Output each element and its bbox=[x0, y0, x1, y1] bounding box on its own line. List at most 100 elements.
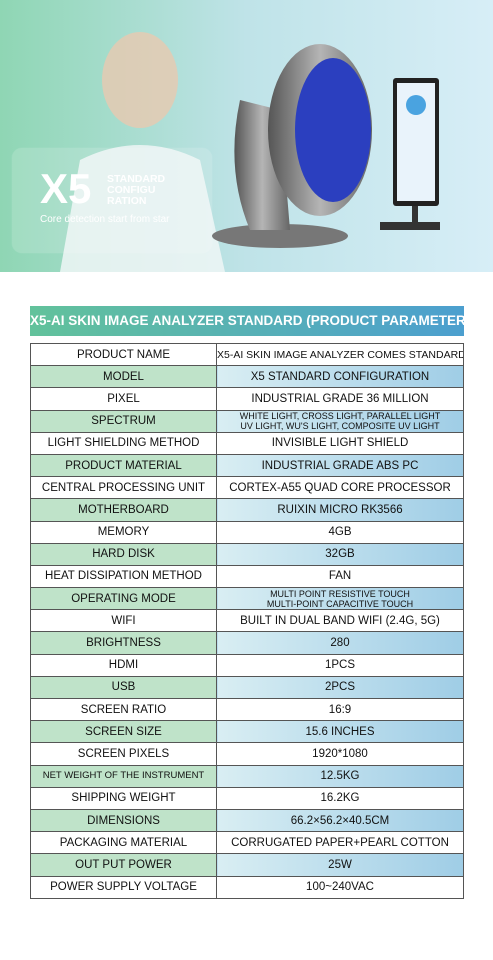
value-line: 15.6 INCHES bbox=[305, 725, 375, 738]
param-name: LIGHT SHIELDING METHOD bbox=[30, 431, 217, 455]
doctor-coat bbox=[60, 145, 225, 272]
param-value: 66.2×56.2×40.5CM bbox=[216, 808, 464, 833]
param-name: SCREEN RATIO bbox=[30, 697, 217, 722]
param-name: HDMI bbox=[30, 653, 217, 677]
subtitle-line: CONFIGU bbox=[107, 184, 155, 196]
param-name: SCREEN PIXELS bbox=[30, 742, 217, 766]
param-value: 16.2KG bbox=[216, 786, 464, 810]
param-value: X5-AI SKIN IMAGE ANALYZER COMES STANDARD bbox=[216, 342, 464, 367]
table-row: DIMENSIONS 66.2×56.2×40.5CM bbox=[30, 808, 464, 833]
value-line: CORTEX-A55 QUAD CORE PROCESSOR bbox=[229, 481, 451, 494]
value-line: 12.5KG bbox=[320, 770, 360, 783]
param-name: HEAT DISSIPATION METHOD bbox=[30, 564, 217, 589]
param-name: OPERATING MODE bbox=[30, 587, 217, 611]
value-line: 32GB bbox=[325, 548, 355, 561]
table-row: SPECTRUM WHITE LIGHT, CROSS LIGHT, PARALL… bbox=[30, 409, 464, 433]
param-name: MEMORY bbox=[30, 520, 217, 544]
value-line: 66.2×56.2×40.5CM bbox=[290, 814, 390, 827]
table-row: SHIPPING WEIGHT 16.2KG bbox=[30, 786, 464, 810]
value-line: RUIXIN MICRO RK3566 bbox=[277, 503, 403, 516]
param-name: DIMENSIONS bbox=[30, 808, 217, 833]
table-row: OPERATING MODE MULTI POINT RESISTIVE TOUC… bbox=[30, 587, 464, 611]
param-value: CORRUGATED PAPER+PEARL COTTON bbox=[216, 831, 464, 855]
value-line: INDUSTRIAL GRADE 36 MILLION bbox=[251, 392, 429, 405]
value-line: 16:9 bbox=[328, 703, 352, 716]
param-name: NET WEIGHT OF THE INSTRUMENT bbox=[30, 764, 217, 788]
param-value: 25W bbox=[216, 853, 464, 877]
param-name: CENTRAL PROCESSING UNIT bbox=[30, 476, 217, 500]
table-row: CENTRAL PROCESSING UNIT CORTEX-A55 QUAD C… bbox=[30, 476, 464, 500]
param-name: HARD DISK bbox=[30, 542, 217, 566]
table-row: PACKAGING MATERIAL CORRUGATED PAPER+PEARL… bbox=[30, 831, 464, 855]
param-value: X5 STANDARD CONFIGURATION bbox=[216, 365, 464, 389]
param-name: BRIGHTNESS bbox=[30, 631, 217, 655]
param-name: SPECTRUM bbox=[30, 409, 217, 433]
value-line: 16.2KG bbox=[320, 792, 360, 805]
monitor-foot bbox=[380, 222, 440, 230]
value-line: 100~240VAC bbox=[306, 881, 374, 894]
param-value: 1PCS bbox=[216, 653, 464, 677]
value-line: 280 bbox=[330, 637, 350, 650]
tagline: Core detection start from star bbox=[40, 214, 170, 225]
param-value: MULTI POINT RESISTIVE TOUCH MULTI-POINT C… bbox=[216, 587, 464, 611]
value-line: BUILT IN DUAL BAND WIFI (2.4G, 5G) bbox=[240, 614, 440, 627]
param-name: WIFI bbox=[30, 609, 217, 633]
table-row: WIFI BUILT IN DUAL BAND WIFI (2.4G, 5G) bbox=[30, 609, 464, 633]
table-row: PIXEL INDUSTRIAL GRADE 36 MILLION bbox=[30, 387, 464, 411]
table-row: PRODUCT MATERIAL INDUSTRIAL GRADE ABS PC bbox=[30, 453, 464, 478]
table-row: SCREEN PIXELS 1920*1080 bbox=[30, 742, 464, 766]
subtitle-line: RATION bbox=[107, 195, 146, 207]
banner: X5 STANDARD CONFIGU RATION Core detectio… bbox=[0, 0, 493, 272]
param-name: PACKAGING MATERIAL bbox=[30, 831, 217, 855]
table-row: NET WEIGHT OF THE INSTRUMENT 12.5KG bbox=[30, 764, 464, 788]
param-value: RUIXIN MICRO RK3566 bbox=[216, 498, 464, 522]
table-row: LIGHT SHIELDING METHOD INVISIBLE LIGHT SH… bbox=[30, 431, 464, 455]
value-line: INDUSTRIAL GRADE ABS PC bbox=[261, 459, 419, 472]
table-row: HARD DISK 32GB bbox=[30, 542, 464, 566]
table-row: USB 2PCS bbox=[30, 675, 464, 700]
table-row: MEMORY 4GB bbox=[30, 520, 464, 544]
table-row: SCREEN RATIO 16:9 bbox=[30, 697, 464, 722]
param-value: BUILT IN DUAL BAND WIFI (2.4G, 5G) bbox=[216, 609, 464, 633]
table-row: PRODUCT NAME X5-AI SKIN IMAGE ANALYZER CO… bbox=[30, 342, 464, 367]
param-name: USB bbox=[30, 675, 217, 700]
param-value: WHITE LIGHT, CROSS LIGHT, PARALLEL LIGHT… bbox=[216, 409, 464, 433]
doctor-face bbox=[102, 32, 178, 128]
param-value: INVISIBLE LIGHT SHIELD bbox=[216, 431, 464, 455]
param-name: POWER SUPPLY VOLTAGE bbox=[30, 875, 217, 899]
param-value: 2PCS bbox=[216, 675, 464, 700]
param-name: PIXEL bbox=[30, 387, 217, 411]
table-row: BRIGHTNESS 280 bbox=[30, 631, 464, 655]
table-row: SCREEN SIZE 15.6 INCHES bbox=[30, 720, 464, 744]
param-value: 12.5KG bbox=[216, 764, 464, 788]
param-value: INDUSTRIAL GRADE ABS PC bbox=[216, 453, 464, 478]
param-value: FAN bbox=[216, 564, 464, 589]
value-line: 25W bbox=[328, 858, 352, 871]
value-line: 1PCS bbox=[324, 659, 356, 672]
table-row: POWER SUPPLY VOLTAGE 100~240VAC bbox=[30, 875, 464, 899]
value-line: INVISIBLE LIGHT SHIELD bbox=[271, 437, 409, 450]
value-line: FAN bbox=[328, 570, 352, 583]
param-name: SCREEN SIZE bbox=[30, 720, 217, 744]
text-panel bbox=[11, 147, 213, 254]
monitor-icon bbox=[406, 95, 426, 115]
param-name: PRODUCT MATERIAL bbox=[30, 453, 217, 478]
param-name: PRODUCT NAME bbox=[30, 342, 217, 367]
table-title: X5-AI SKIN IMAGE ANALYZER STANDARD (PROD… bbox=[30, 306, 479, 336]
value-line: 4GB bbox=[328, 526, 352, 539]
param-name: MOTHERBOARD bbox=[30, 498, 217, 522]
param-value: 4GB bbox=[216, 520, 464, 544]
param-value: INDUSTRIAL GRADE 36 MILLION bbox=[216, 387, 464, 411]
subtitle-line: STANDARD bbox=[107, 173, 166, 185]
param-value: 16:9 bbox=[216, 697, 464, 722]
param-name: MODEL bbox=[30, 365, 217, 389]
value-line: 1920*1080 bbox=[312, 747, 368, 760]
value-line: X5-AI SKIN IMAGE ANALYZER COMES STANDARD bbox=[217, 348, 464, 361]
value-line: UV LIGHT, WU'S LIGHT, COMPOSITE UV LIGHT bbox=[240, 421, 440, 432]
param-value: 1920*1080 bbox=[216, 742, 464, 766]
param-name: SHIPPING WEIGHT bbox=[30, 786, 217, 810]
machine-inner bbox=[295, 58, 371, 202]
value-line: MULTI POINT RESISTIVE TOUCH bbox=[270, 588, 410, 599]
monitor-stand bbox=[412, 206, 418, 222]
param-value: 15.6 INCHES bbox=[216, 720, 464, 744]
